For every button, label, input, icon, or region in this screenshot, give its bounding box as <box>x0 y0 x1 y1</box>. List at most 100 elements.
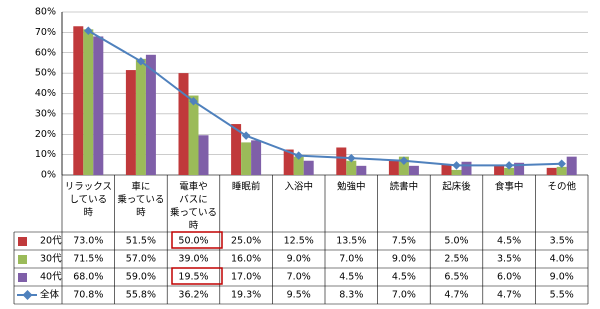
highlight-box <box>171 231 223 249</box>
bar <box>83 29 94 175</box>
bar <box>398 156 409 175</box>
x-tick-label: リラックス <box>65 182 112 193</box>
data-label: 19.3% <box>231 290 261 301</box>
data-label: 3.5% <box>497 254 521 265</box>
data-label: 16.0% <box>231 254 261 265</box>
data-label: 2.5% <box>444 254 468 265</box>
bar <box>283 149 294 175</box>
data-label: 73.0% <box>73 236 103 247</box>
bar <box>441 164 452 175</box>
data-label: 8.3% <box>339 290 363 301</box>
x-tick-label: 勉強中 <box>337 181 366 193</box>
bar <box>408 165 419 175</box>
x-tick-label: 時 <box>84 208 94 219</box>
x-tick-label: 読書中 <box>390 181 419 193</box>
x-tick-label: 食事中 <box>495 181 524 193</box>
data-label: 4.5% <box>392 272 416 283</box>
data-label: 4.7% <box>444 290 468 301</box>
data-label: 6.5% <box>444 272 468 283</box>
data-label: 9.5% <box>287 290 311 301</box>
x-tick-label: 起床後 <box>442 181 471 193</box>
data-label: 4.5% <box>339 272 363 283</box>
data-label: 5.5% <box>550 290 574 301</box>
x-tick-label: 電車や <box>179 181 208 193</box>
bar <box>451 169 462 175</box>
legend-label: 40代 <box>40 272 62 283</box>
data-label: 4.5% <box>497 236 521 247</box>
x-tick-label: 車に <box>131 181 150 193</box>
data-label: 13.5% <box>336 236 366 247</box>
data-label: 57.0% <box>126 254 156 265</box>
data-label: 9.0% <box>392 254 416 265</box>
bar <box>461 161 472 175</box>
x-tick-label: 時 <box>189 221 199 232</box>
x-tick-label: 入浴中 <box>284 181 313 193</box>
data-label: 19.5% <box>178 272 208 283</box>
bar <box>198 135 209 175</box>
bar <box>135 58 146 175</box>
data-label: 7.0% <box>392 290 416 301</box>
bar <box>336 147 347 175</box>
data-label: 70.8% <box>73 290 103 301</box>
data-label: 4.0% <box>550 254 574 265</box>
legend-key <box>18 273 27 282</box>
point <box>452 161 461 170</box>
y-tick-label: 10% <box>35 149 56 160</box>
y-tick-label: 50% <box>35 68 56 79</box>
x-tick-label: バスに <box>179 195 208 206</box>
y-tick-label: 20% <box>35 129 56 140</box>
y-tick-label: 30% <box>35 108 56 119</box>
legend-label: 20代 <box>40 236 62 247</box>
data-label: 9.0% <box>287 254 311 265</box>
data-label: 9.0% <box>550 272 574 283</box>
x-tick-label: 乗っている <box>170 207 217 219</box>
data-label: 55.8% <box>126 290 156 301</box>
data-label: 39.0% <box>178 254 208 265</box>
data-label: 3.5% <box>550 236 574 247</box>
bar <box>93 36 104 176</box>
data-label: 17.0% <box>231 272 261 283</box>
bar <box>514 162 525 175</box>
y-tick-label: 40% <box>35 88 56 99</box>
point <box>399 156 409 165</box>
x-tick-label: している <box>69 195 107 206</box>
point <box>557 159 566 169</box>
data-label: 12.5% <box>284 236 314 247</box>
data-label: 5.0% <box>444 236 468 247</box>
bar <box>566 156 577 175</box>
legend-key <box>18 255 27 264</box>
point <box>347 153 356 163</box>
data-label: 25.0% <box>231 236 261 247</box>
x-tick-label: 乗っている <box>117 194 164 206</box>
y-tick-label: 0% <box>41 170 56 181</box>
bar <box>73 26 84 176</box>
legend-key <box>18 237 27 246</box>
bar <box>504 167 515 175</box>
bar <box>546 167 557 175</box>
y-tick-label: 80% <box>35 7 56 18</box>
data-label: 51.5% <box>126 236 156 247</box>
bar <box>346 160 357 175</box>
bar <box>388 159 399 175</box>
point <box>189 96 198 106</box>
bar <box>556 166 567 175</box>
bar <box>494 165 505 175</box>
bar <box>125 70 136 175</box>
bar <box>293 156 304 175</box>
bar <box>303 160 314 175</box>
bar <box>145 54 156 175</box>
bar <box>241 142 252 175</box>
data-label: 7.0% <box>339 254 363 265</box>
legend-label: 全体 <box>40 289 60 301</box>
y-tick-label: 70% <box>35 27 56 38</box>
data-label: 36.2% <box>178 290 208 301</box>
legend-key <box>22 290 33 300</box>
x-tick-label: 睡眠前 <box>232 181 261 193</box>
y-tick-label: 60% <box>35 47 56 58</box>
data-label: 68.0% <box>73 272 103 283</box>
highlight-box <box>171 267 223 285</box>
line <box>87 29 562 167</box>
legend-label: 30代 <box>40 254 62 265</box>
x-tick-label: 時 <box>136 208 146 219</box>
bar <box>251 140 262 175</box>
